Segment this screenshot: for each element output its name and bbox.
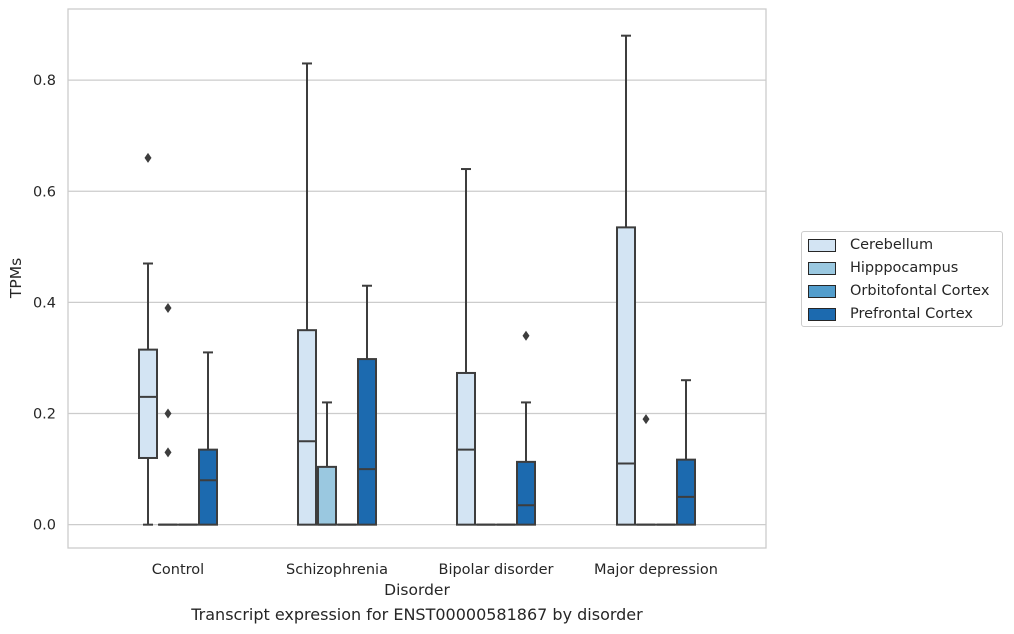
box-prefrontal-cortex-schizophrenia <box>357 284 377 526</box>
box-body <box>297 329 317 526</box>
box-cerebellum-control <box>138 152 158 526</box>
box-body <box>198 448 218 526</box>
box-prefrontal-cortex-bipolar-disorder <box>516 330 536 526</box>
outlier-point <box>642 414 650 425</box>
y-axis-label: TPMs <box>7 258 25 299</box>
outlier-point <box>144 152 152 163</box>
y-axis-tick-labels: 0.0 0.2 0.4 0.6 0.8 <box>33 73 56 534</box>
box-body <box>616 226 636 526</box>
y-tick-label: 0.4 <box>33 295 56 311</box>
legend-label-hippocampus: Hipppocampus <box>850 260 959 276</box>
legend-label-cerebellum: Cerebellum <box>850 237 934 253</box>
legend-swatch-orbitofrontal-cortex <box>808 284 836 298</box>
legend-item-hippocampus: Hipppocampus <box>808 258 958 278</box>
x-tick-label-major-depression: Major depression <box>594 562 718 578</box>
box-cerebellum-bipolar-disorder <box>456 168 476 526</box>
box-cerebellum-schizophrenia <box>297 62 317 526</box>
x-tick-label-schizophrenia: Schizophrenia <box>286 562 388 578</box>
legend-label-prefrontal-cortex: Prefrontal Cortex <box>850 306 973 322</box>
box-body <box>516 460 536 526</box>
legend-label-orbitofrontal-cortex: Orbitofontal Cortex <box>850 283 990 299</box>
box-body <box>317 465 337 526</box>
legend-item-orbitofrontal-cortex: Orbitofontal Cortex <box>808 281 989 301</box>
y-tick-label: 0.8 <box>33 73 56 89</box>
legend: Cerebellum Hipppocampus Orbitofontal Cor… <box>801 231 1003 327</box>
x-tick-label-bipolar-disorder: Bipolar disorder <box>439 562 554 578</box>
outlier-point <box>522 330 530 341</box>
box-hipppocampus-control <box>158 302 178 526</box>
outlier-point <box>164 302 172 313</box>
y-tick-label: 0.6 <box>33 184 56 200</box>
outlier-point <box>164 447 172 458</box>
x-tick-label-control: Control <box>152 562 204 578</box>
box-body <box>138 348 158 459</box>
outlier-point <box>164 408 172 419</box>
y-tick-label: 0.2 <box>33 407 56 423</box>
grid-lines <box>68 79 766 526</box>
chart-caption: Transcript expression for ENST0000058186… <box>191 605 643 624</box>
box-prefrontal-cortex-control <box>198 351 218 526</box>
box-hipppocampus-major-depression <box>636 414 656 526</box>
box-prefrontal-cortex-major-depression <box>676 379 696 526</box>
box-cerebellum-major-depression <box>616 34 636 526</box>
x-axis-label: Disorder <box>384 581 450 599</box>
legend-swatch-cerebellum <box>808 238 836 252</box>
box-body <box>357 358 377 526</box>
plot-frame <box>67 8 767 549</box>
legend-swatch-hippocampus <box>808 261 836 275</box>
x-axis-tick-labels: Control Schizophrenia Bipolar disorder Majo… <box>152 562 718 578</box>
y-tick-label: 0.0 <box>33 518 56 534</box>
legend-item-cerebellum: Cerebellum <box>808 235 933 255</box>
box-hipppocampus-schizophrenia <box>317 401 337 526</box>
legend-swatch-prefrontal-cortex <box>808 307 836 321</box>
legend-item-prefrontal-cortex: Prefrontal Cortex <box>808 304 973 324</box>
box-body <box>676 458 696 526</box>
box-plot-series <box>138 34 696 526</box>
